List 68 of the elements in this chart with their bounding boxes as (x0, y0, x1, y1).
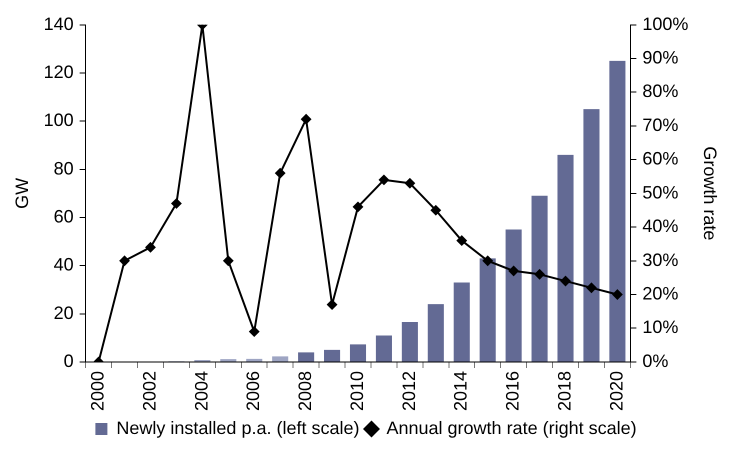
point (612, 290, 622, 300)
y2-tick-label: 50% (642, 182, 678, 202)
legend-label: Annual growth rate (right scale) (386, 418, 637, 438)
bar (480, 258, 496, 362)
point (482, 256, 493, 266)
y-tick-label: 100 (44, 110, 74, 130)
legend-label: Newly installed p.a. (left scale) (116, 418, 360, 438)
point (171, 198, 182, 208)
x-tick-label: 2014 (450, 370, 471, 412)
bar (298, 352, 314, 362)
point (430, 205, 441, 216)
bar (609, 60, 626, 362)
y2-tick-label: 20% (642, 283, 678, 304)
y2-tick-label: 90% (642, 47, 678, 68)
y2-tick-label: 0% (642, 350, 668, 371)
y-axis-title: GW (12, 178, 32, 209)
y-tick-label: 120 (44, 62, 74, 82)
x-tick-label: 2006 (243, 370, 264, 412)
y2-tick-label: 80% (642, 81, 678, 102)
y-tick-label: 140 (44, 14, 74, 34)
point (120, 256, 130, 266)
y-tick-label: 60 (54, 206, 74, 226)
y-tick-label: 0 (64, 350, 74, 371)
bar (583, 109, 600, 362)
bar (376, 335, 392, 362)
point (249, 326, 260, 337)
bar (532, 196, 548, 362)
point (327, 300, 338, 310)
point (560, 276, 571, 286)
point (145, 242, 156, 252)
x-tick-label: 2020 (606, 370, 626, 412)
bar (246, 358, 262, 362)
bar (402, 322, 418, 362)
x-tick-label: 2002 (139, 370, 160, 412)
y2-tick-label: 30% (642, 250, 678, 270)
y-tick-label: 40 (54, 254, 74, 275)
point (223, 256, 234, 266)
y2-axis-title: Growth rate (700, 146, 720, 240)
x-tick-label: 2018 (554, 370, 574, 412)
x-tick-label: 2008 (295, 370, 316, 412)
y2-tick-label: 40% (642, 216, 678, 236)
bar (454, 282, 470, 362)
x-tick-label: 2004 (191, 370, 212, 412)
y2-tick-label: 100% (642, 14, 688, 34)
point (456, 236, 467, 246)
point (534, 269, 545, 280)
x-tick-label: 2000 (88, 370, 108, 412)
point (508, 266, 519, 276)
point (586, 282, 596, 293)
bar (272, 356, 288, 362)
point (301, 114, 312, 124)
bar (557, 154, 574, 362)
y2-tick-label: 10% (642, 317, 678, 338)
point (275, 168, 286, 178)
point (353, 202, 363, 212)
y2-tick-label: 70% (642, 114, 678, 135)
bar (428, 304, 444, 362)
y-tick-label: 80 (54, 158, 74, 178)
y-tick-label: 20 (54, 302, 74, 323)
bar (350, 344, 366, 362)
x-tick-label: 2010 (346, 370, 367, 412)
bar (506, 230, 522, 362)
point (404, 178, 415, 188)
y2-tick-label: 60% (642, 148, 678, 169)
point (378, 174, 389, 185)
x-tick-label: 2012 (398, 370, 419, 412)
x-tick-label: 2016 (502, 370, 523, 412)
bar (324, 350, 340, 362)
